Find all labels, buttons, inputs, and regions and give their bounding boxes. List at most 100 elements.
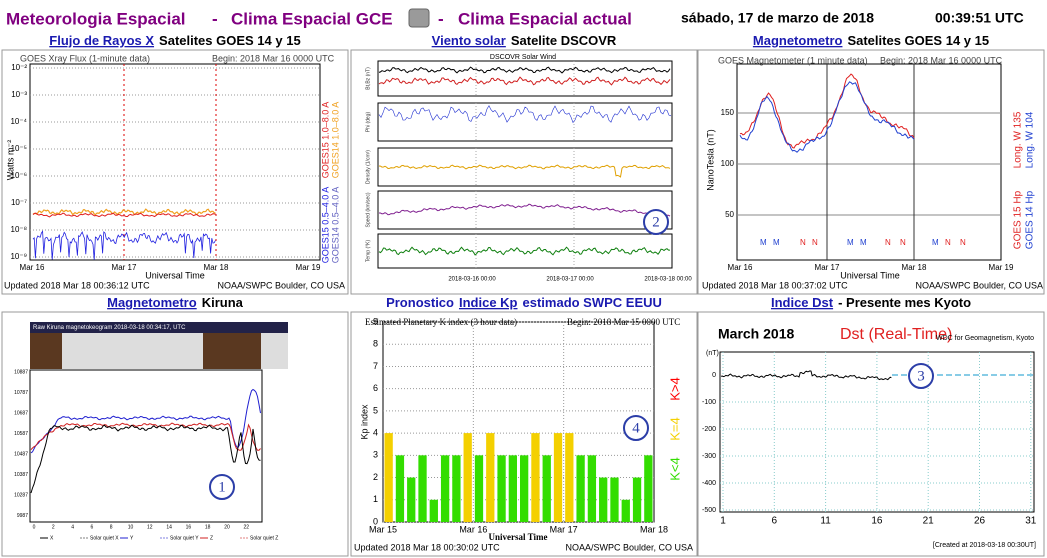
y-tick-label: 10287 bbox=[14, 492, 28, 498]
y-tick-label: 10387 bbox=[14, 472, 28, 478]
x-tick-label: 20 bbox=[224, 524, 230, 530]
trace bbox=[379, 203, 671, 217]
x-tick-label: Mar 17 bbox=[550, 524, 578, 534]
m-n-marker: N bbox=[800, 238, 806, 247]
legend-entry: GOES15 1.0–8.0 A bbox=[320, 102, 330, 179]
bar bbox=[486, 433, 495, 522]
bar bbox=[440, 455, 450, 522]
legend-entry: Y bbox=[130, 535, 134, 541]
x-tick-label: 6 bbox=[91, 524, 94, 530]
subplot-label: Phi (deg) bbox=[365, 112, 371, 133]
panel-caption: Viento solar Satelite DSCOVR bbox=[432, 33, 617, 48]
panel-link[interactable]: Viento solar bbox=[432, 33, 506, 48]
x-tick-label: 21 bbox=[923, 516, 935, 527]
updated: Updated 2018 Mar 18 00:37:02 UTC bbox=[702, 280, 848, 290]
y-tick-label: 100 bbox=[721, 159, 735, 168]
panel-caption: Pronostico Indice Kp estimado SWPC EEUU bbox=[386, 295, 662, 310]
trace bbox=[30, 388, 261, 454]
legend-entry: Solar quiet X bbox=[90, 535, 119, 541]
x-tick-label: 1 bbox=[720, 516, 726, 527]
y-tick-label: 10⁻³ bbox=[11, 90, 27, 99]
month: March 2018 bbox=[718, 326, 794, 342]
subplot bbox=[377, 60, 673, 97]
x-tick-label: 16 bbox=[186, 524, 192, 530]
x-tick-label: 22 bbox=[244, 524, 250, 530]
legend-entry: K<4 bbox=[667, 457, 682, 481]
x-tick-label: 2018-03-16 00:00 bbox=[448, 277, 496, 283]
panel-frame bbox=[697, 311, 1045, 557]
y-tick-label: -100 bbox=[702, 399, 716, 406]
y-tick-label: 7 bbox=[373, 361, 378, 371]
panel-text: Pronostico bbox=[386, 295, 454, 310]
bar bbox=[520, 455, 529, 522]
subplot bbox=[377, 233, 673, 269]
bar bbox=[418, 455, 427, 522]
trace bbox=[32, 212, 217, 218]
plot-title: DSCOVR Solar Wind bbox=[490, 54, 556, 61]
legend-entry: Long. W 104 bbox=[1025, 111, 1036, 168]
panel-text: - Presente mes Kyoto bbox=[838, 295, 971, 310]
legend-entry: Solar quiet Y bbox=[170, 535, 199, 541]
m-n-marker: N bbox=[812, 238, 818, 247]
panel-link[interactable]: Magnetometro bbox=[753, 33, 843, 48]
legend-entry: GOES 14 Hp bbox=[1025, 190, 1036, 249]
y-tick-label: 10887 bbox=[14, 369, 28, 375]
x-tick-label: 8 bbox=[110, 524, 113, 530]
subplot-label: Density (1/cm³) bbox=[365, 150, 371, 184]
x-tick-label: Mar 15 bbox=[369, 524, 397, 534]
legend-entry: X bbox=[50, 535, 54, 541]
credit: NOAA/SWPC Boulder, CO USA bbox=[217, 280, 345, 290]
trace bbox=[378, 246, 670, 256]
panel-text: Kiruna bbox=[202, 295, 244, 310]
x-axis-label: Universal Time bbox=[840, 270, 900, 280]
panel-link[interactable]: Flujo de Rayos X bbox=[49, 33, 154, 48]
x-tick-label: Mar 19 bbox=[296, 263, 321, 272]
y-tick-label: 5 bbox=[373, 405, 378, 415]
y-axis-label: Watts m⁻² bbox=[5, 140, 15, 180]
panel-caption: Magnetometro Kiruna bbox=[107, 295, 244, 310]
panel-text: estimado SWPC EEUU bbox=[523, 295, 662, 310]
badge-number: 1 bbox=[218, 479, 226, 495]
x-tick-label: Mar 18 bbox=[902, 263, 927, 272]
subplot bbox=[377, 147, 673, 187]
y-tick-label: -200 bbox=[702, 426, 716, 433]
trace bbox=[30, 422, 261, 451]
bar bbox=[621, 499, 630, 522]
y-tick-label: 10787 bbox=[14, 390, 28, 396]
site-title: Meteorologia Espacial bbox=[6, 9, 186, 28]
x-tick-label: 12 bbox=[147, 524, 153, 530]
plot-area bbox=[736, 63, 1002, 261]
bar bbox=[384, 433, 393, 522]
x-tick-label: 16 bbox=[871, 516, 883, 527]
badge-number: 4 bbox=[632, 420, 640, 436]
y-tick-label: 10⁻⁶ bbox=[11, 171, 27, 180]
bar bbox=[632, 477, 642, 522]
badge-number: 3 bbox=[917, 368, 925, 384]
m-n-marker: M bbox=[932, 238, 939, 247]
keogram-night bbox=[30, 333, 62, 369]
panel-link[interactable]: Indice Kp bbox=[459, 295, 518, 310]
y-tick-label: 10487 bbox=[14, 451, 28, 457]
legend-entry: K>4 bbox=[667, 377, 682, 401]
y-tick-label: -400 bbox=[702, 480, 716, 487]
panel-link[interactable]: Indice Dst bbox=[771, 295, 834, 310]
gce-icon[interactable] bbox=[408, 8, 430, 28]
time: 00:39:51 UTC bbox=[935, 10, 1024, 26]
x-tick-label: Mar 19 bbox=[989, 263, 1014, 272]
panel-caption: Flujo de Rayos X Satelites GOES 14 y 15 bbox=[49, 33, 300, 48]
plot-begin: Begin: 2018 Mar 16 0000 UTC bbox=[212, 53, 335, 63]
panel-text: Satelites GOES 14 y 15 bbox=[159, 33, 301, 48]
subplot-label: Temp (°K) bbox=[365, 240, 371, 263]
panel-caption: Magnetometro Satelites GOES 14 y 15 bbox=[753, 33, 989, 48]
bar bbox=[452, 455, 461, 522]
trace bbox=[378, 164, 671, 178]
y-tick-label: 10⁻⁴ bbox=[10, 117, 27, 126]
bar bbox=[610, 477, 619, 522]
trace bbox=[32, 230, 216, 260]
panel-link[interactable]: Magnetometro bbox=[107, 295, 197, 310]
x-tick-label: Mar 18 bbox=[204, 263, 229, 272]
legend-entry: GOES14 0.5–4.0 A bbox=[330, 187, 340, 264]
bar bbox=[407, 477, 416, 522]
bar bbox=[599, 477, 608, 522]
